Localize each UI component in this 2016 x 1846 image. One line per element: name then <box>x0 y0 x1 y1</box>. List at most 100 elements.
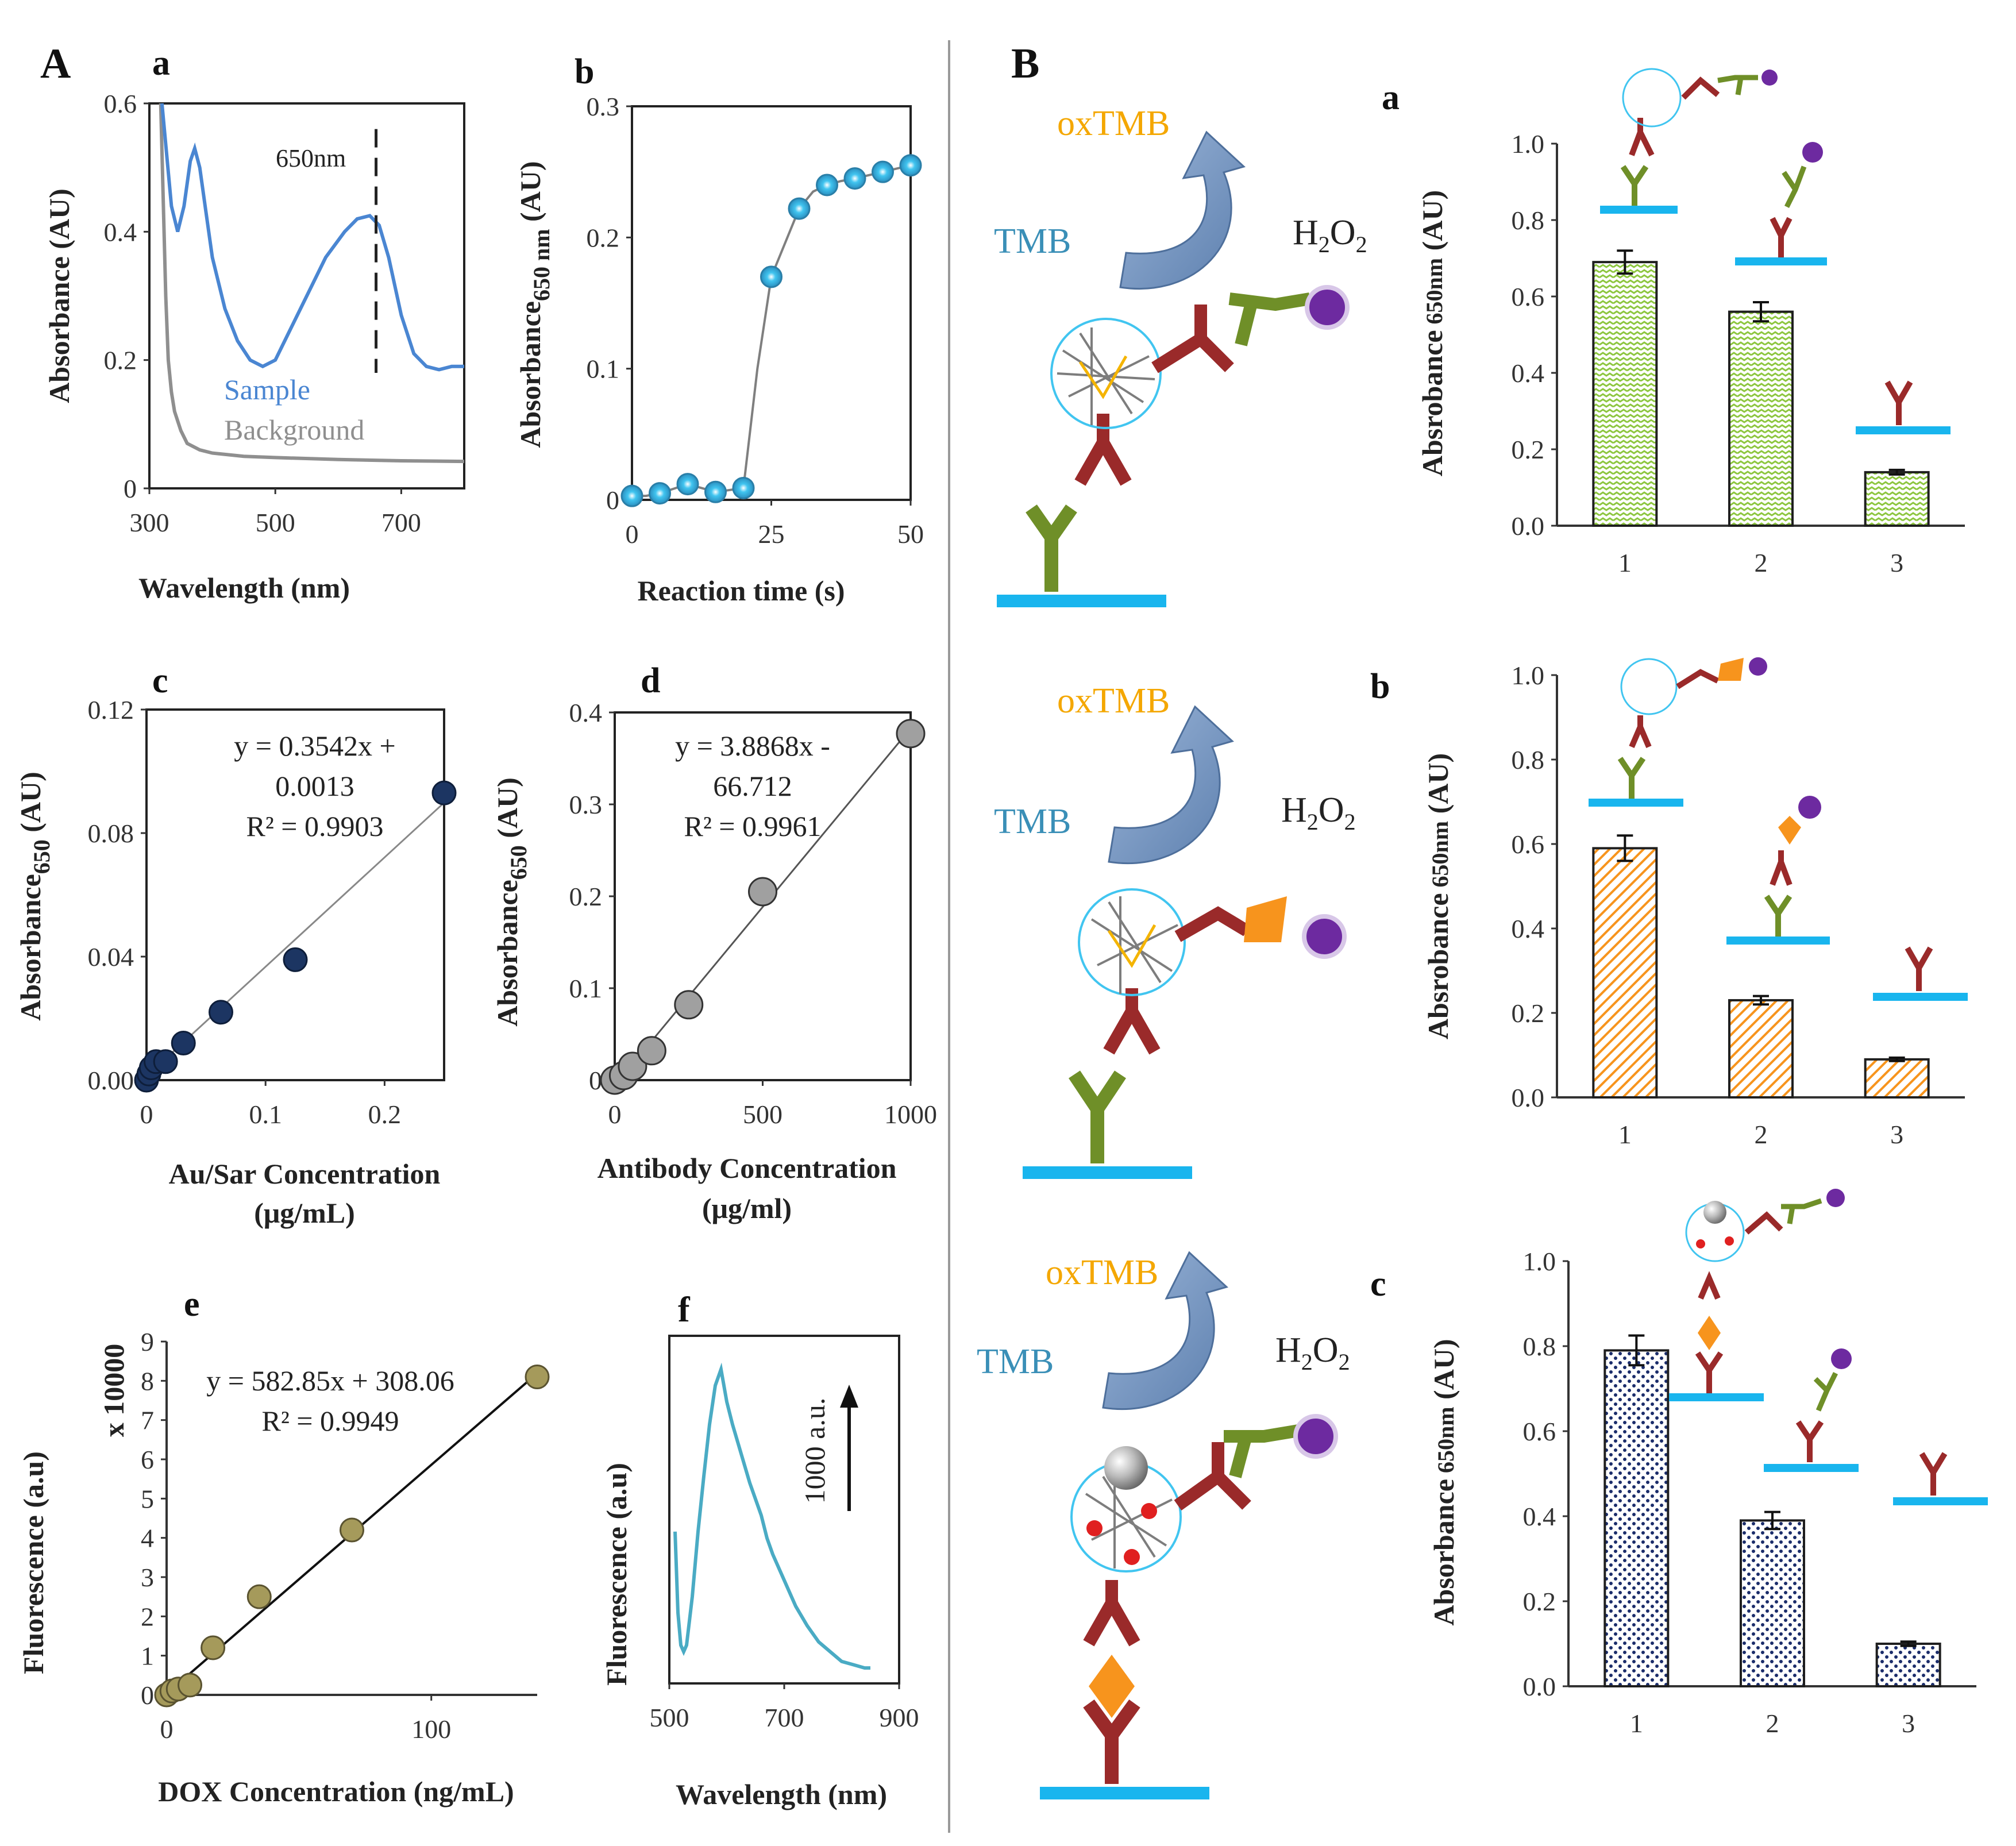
y-tick-label: 0.8 <box>1512 745 1545 774</box>
y-tick-label: 0.2 <box>1512 435 1545 464</box>
chart-b-point <box>843 167 866 190</box>
chart-Bb-bar <box>1728 999 1794 1099</box>
x-tick-label: 100 <box>411 1714 451 1744</box>
chart-b-xlabel: Reaction time (s) <box>638 575 845 607</box>
scheme-3-secondary-antibody <box>1174 1442 1251 1510</box>
scheme-2: oxTMB TMB H2O2 <box>994 681 1356 1179</box>
scheme-1-capture-antibody <box>1026 504 1077 592</box>
chart-b-point <box>788 197 811 220</box>
y-tick-label: 0.6 <box>104 89 137 118</box>
y-tick-label: 0.00 <box>88 1066 134 1095</box>
chart-c-point <box>283 947 308 972</box>
chart-e-point <box>340 1517 364 1543</box>
chart-Bb: b 0.0 0.2 0.4 0.6 0.8 1.0 1 2 3 Absrobance650nm… <box>1370 657 1968 1149</box>
chart-b-series-line <box>632 164 911 498</box>
y-tick-label: 0.2 <box>587 223 620 252</box>
scheme-3-oxidant: H2O2 <box>1275 1331 1350 1375</box>
scheme-2-surface <box>1023 1166 1192 1179</box>
chart-b: b 0 25 50 0 0.1 0.2 0.3 Reaction time (s) Abso… <box>514 52 924 607</box>
x-tick-label: 0.1 <box>249 1100 282 1129</box>
scheme-1-purple-dot-icon <box>1305 285 1350 330</box>
y-tick-label: 0 <box>589 1066 602 1095</box>
y-tick-label: 0.0 <box>1523 1672 1556 1701</box>
chart-f-xlabel: Wavelength (nm) <box>676 1778 887 1810</box>
scheme-1-surface <box>997 595 1166 607</box>
chart-b-point <box>872 160 894 183</box>
chart-b-point <box>704 480 727 503</box>
chart-d-equation-2: 66.712 <box>713 770 792 802</box>
chart-a-ylabel: Absorbance (AU) <box>43 188 75 403</box>
y-tick-label: 1.0 <box>1512 661 1545 690</box>
chart-f-letter: f <box>678 1290 691 1329</box>
chart-Bc-category-label: 1 <box>1630 1709 1643 1738</box>
chart-e-multiplier: x 10000 <box>98 1344 130 1438</box>
chart-e-equation-2: R² = 0.9949 <box>261 1405 399 1437</box>
chart-a-legend-sample: Sample <box>224 373 310 406</box>
chart-e: e 0 100 0 1 2 3 4 5 6 7 8 9 y = 582.85x + 308.06 R²… <box>17 1285 550 1808</box>
scheme-2-substrate: TMB <box>994 802 1071 841</box>
scheme-3-detection-antibody <box>1224 1424 1300 1478</box>
chart-d-point <box>637 1036 666 1066</box>
scheme-3-antigen <box>1089 1655 1135 1718</box>
scheme-3-product: oxTMB <box>1046 1253 1158 1292</box>
chart-d-xlabel: Antibody Concentration <box>598 1152 897 1184</box>
chart-Bb-category-label: 2 <box>1755 1120 1768 1149</box>
y-tick-label: 0.4 <box>1512 359 1545 388</box>
scheme-2-nanozyme <box>1078 888 1186 996</box>
chart-f-frame <box>668 1335 900 1685</box>
chart-Bb-inset-icons <box>1589 657 1968 1001</box>
y-tick-label: 1 <box>141 1641 154 1671</box>
chart-f-ylabel: Fluorescence (a.u) <box>600 1463 633 1686</box>
chart-b-point <box>899 154 922 177</box>
scheme-3-nanozyme <box>1070 1446 1182 1573</box>
chart-b-point <box>620 484 643 507</box>
chart-e-equation-1: y = 582.85x + 308.06 <box>206 1365 454 1397</box>
chart-Bb-category-label: 3 <box>1890 1120 1903 1149</box>
chart-b-frame <box>631 105 912 501</box>
chart-e-point <box>178 1672 203 1698</box>
chart-b-letter: b <box>575 52 594 91</box>
y-tick-label: 3 <box>141 1563 154 1592</box>
chart-Bc-letter: c <box>1370 1265 1386 1304</box>
scheme-2-secondary-antibody <box>1174 906 1250 942</box>
y-tick-label: 0.08 <box>88 819 134 848</box>
chart-f-scale-label: 1000 a.u. <box>799 1398 831 1504</box>
chart-f-scale-arrowhead <box>840 1385 858 1408</box>
y-tick-label: 0.6 <box>1523 1417 1556 1446</box>
y-tick-label: 0.2 <box>569 882 603 911</box>
chart-d-letter: d <box>641 661 660 700</box>
chart-d: d 0 500 1000 0 0.1 0.2 0.3 0.4 y = 3.8868x - 66… <box>491 661 937 1224</box>
y-tick-label: 0 <box>124 474 137 503</box>
scheme-2-reaction-arrow <box>1108 705 1234 865</box>
chart-a-legend-background: Background <box>224 414 364 446</box>
chart-a-650nm-label: 650nm <box>276 144 346 172</box>
chart-c-point <box>153 1049 178 1074</box>
x-tick-label: 700 <box>381 508 421 537</box>
scheme-3-red-antibody <box>1083 1580 1140 1647</box>
chart-c-xlabel2: (μg/mL) <box>254 1197 355 1229</box>
chart-Bc-bar <box>1740 1519 1805 1687</box>
chart-Bc-bar <box>1603 1349 1670 1687</box>
y-tick-label: 0.0 <box>1512 511 1545 541</box>
chart-d-equation-3: R² = 0.9961 <box>684 810 821 842</box>
chart-Ba-inset-icons <box>1600 68 1951 434</box>
x-tick-label: 700 <box>765 1703 804 1732</box>
chart-c-letter: c <box>152 661 168 700</box>
chart-Ba-category-label: 2 <box>1755 548 1768 577</box>
x-tick-label: 0 <box>626 519 639 549</box>
chart-c-point <box>209 1000 233 1025</box>
chart-a-series-background <box>159 103 465 464</box>
chart-d-point <box>618 1051 647 1081</box>
chart-d-point <box>674 990 704 1020</box>
chart-e-xlabel: DOX Concentration (ng/mL) <box>158 1775 514 1808</box>
y-tick-label: 0 <box>606 485 619 515</box>
y-tick-label: 0.1 <box>569 974 603 1003</box>
scheme-2-antigen <box>1244 896 1287 942</box>
y-tick-label: 0.4 <box>569 698 603 727</box>
y-tick-label: 0.2 <box>1523 1587 1556 1616</box>
chart-Bb-bar <box>1864 1058 1930 1099</box>
chart-Bc-category-label: 2 <box>1766 1709 1779 1738</box>
scheme-1: oxTMB TMB H2O2 <box>994 104 1367 607</box>
chart-b-ylabel: Absorbance650 nm (AU) <box>514 161 554 448</box>
